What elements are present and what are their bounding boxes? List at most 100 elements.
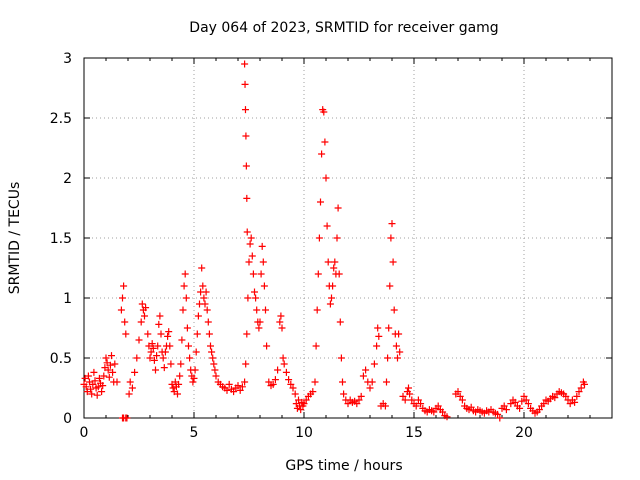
data-point <box>312 342 320 350</box>
data-point <box>274 366 282 374</box>
grid <box>84 58 612 418</box>
data-point <box>146 354 154 362</box>
data-point <box>439 408 447 416</box>
data-point <box>194 312 202 320</box>
data-point <box>167 360 175 368</box>
data-point <box>94 383 102 391</box>
data-point <box>392 342 400 350</box>
data-point <box>125 390 133 398</box>
data-point <box>178 336 186 344</box>
data-point <box>337 354 345 362</box>
data-point <box>516 404 524 412</box>
data-point <box>95 374 103 382</box>
data-point <box>157 330 165 338</box>
data-point <box>260 282 268 290</box>
data-point <box>277 312 285 320</box>
data-point <box>117 306 125 314</box>
data-point <box>253 306 261 314</box>
data-points <box>80 60 588 422</box>
data-point <box>414 396 422 404</box>
data-point <box>207 342 214 350</box>
data-point <box>179 306 187 314</box>
data-point <box>333 234 341 242</box>
data-point <box>396 348 404 356</box>
data-point <box>311 378 319 386</box>
data-point <box>248 252 256 260</box>
data-point <box>381 402 389 410</box>
data-point <box>152 366 159 374</box>
data-point <box>500 402 508 410</box>
data-point <box>282 368 290 376</box>
data-point <box>133 354 141 362</box>
data-point <box>317 198 324 206</box>
data-point <box>571 398 579 406</box>
data-point <box>383 378 390 386</box>
data-point <box>169 384 177 392</box>
data-point <box>126 378 134 386</box>
data-point <box>251 288 258 296</box>
data-point <box>388 220 396 228</box>
data-point <box>355 396 363 404</box>
data-point <box>241 60 249 68</box>
data-point <box>137 318 145 326</box>
data-point <box>156 312 164 320</box>
data-point <box>520 392 528 400</box>
data-point <box>344 400 352 408</box>
data-point <box>330 264 338 272</box>
data-point <box>111 360 119 368</box>
data-point <box>399 392 407 400</box>
data-point <box>374 324 382 332</box>
data-point <box>144 330 152 338</box>
data-point <box>203 306 211 314</box>
data-point <box>180 282 188 290</box>
data-point <box>204 318 212 326</box>
data-point <box>551 394 559 402</box>
data-point <box>98 388 106 396</box>
x-tick-label: 5 <box>190 425 199 441</box>
data-point <box>243 228 251 236</box>
data-point <box>88 390 96 398</box>
data-point <box>443 413 451 421</box>
y-tick-label: 3 <box>63 51 72 67</box>
data-point <box>335 270 343 278</box>
data-point <box>242 360 250 368</box>
data-point <box>276 318 284 326</box>
data-point <box>353 400 361 408</box>
data-point <box>366 384 374 392</box>
data-point <box>271 376 279 384</box>
data-point <box>280 360 288 368</box>
data-point <box>259 258 267 266</box>
data-point <box>357 392 365 400</box>
data-point <box>375 332 383 340</box>
data-point <box>243 194 251 202</box>
data-point <box>389 258 397 266</box>
data-point <box>93 391 101 399</box>
data-point <box>165 328 173 336</box>
data-point <box>223 386 231 394</box>
data-point <box>131 368 139 376</box>
data-point <box>417 400 425 408</box>
data-point <box>394 354 401 362</box>
data-point <box>142 304 150 312</box>
data-point <box>340 390 348 398</box>
data-point <box>320 108 328 116</box>
data-point <box>522 396 530 404</box>
data-point <box>395 330 403 338</box>
data-point <box>458 396 466 404</box>
data-point <box>242 132 250 140</box>
data-point <box>291 390 299 398</box>
data-point <box>198 264 206 272</box>
x-tick-label: 15 <box>405 425 423 441</box>
data-point <box>148 340 156 348</box>
data-point <box>581 380 588 388</box>
data-point <box>84 372 92 380</box>
data-point <box>262 306 269 314</box>
data-point <box>191 366 199 374</box>
data-point <box>390 306 398 314</box>
data-point <box>121 318 129 326</box>
data-point <box>573 392 581 400</box>
data-point <box>401 396 409 404</box>
data-point <box>370 360 378 368</box>
data-point <box>120 282 128 290</box>
data-point <box>99 382 107 390</box>
